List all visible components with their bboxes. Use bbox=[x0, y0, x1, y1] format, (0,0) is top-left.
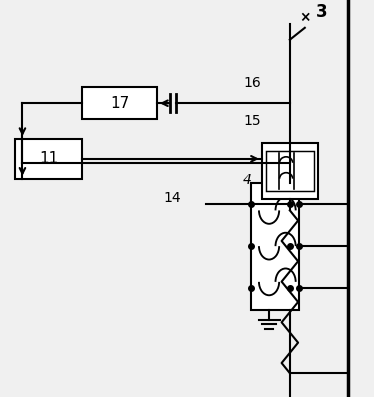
Bar bbox=[262, 143, 318, 198]
Text: 3: 3 bbox=[316, 3, 328, 21]
Text: 15: 15 bbox=[243, 114, 261, 128]
Bar bbox=[15, 139, 82, 179]
Bar bbox=[82, 87, 157, 119]
Bar bbox=[251, 183, 299, 310]
Text: 4: 4 bbox=[243, 173, 252, 187]
Text: 16: 16 bbox=[243, 76, 261, 91]
Bar bbox=[266, 151, 314, 191]
Text: 11: 11 bbox=[39, 151, 58, 166]
Text: 17: 17 bbox=[110, 96, 129, 111]
Text: 14: 14 bbox=[163, 191, 181, 206]
